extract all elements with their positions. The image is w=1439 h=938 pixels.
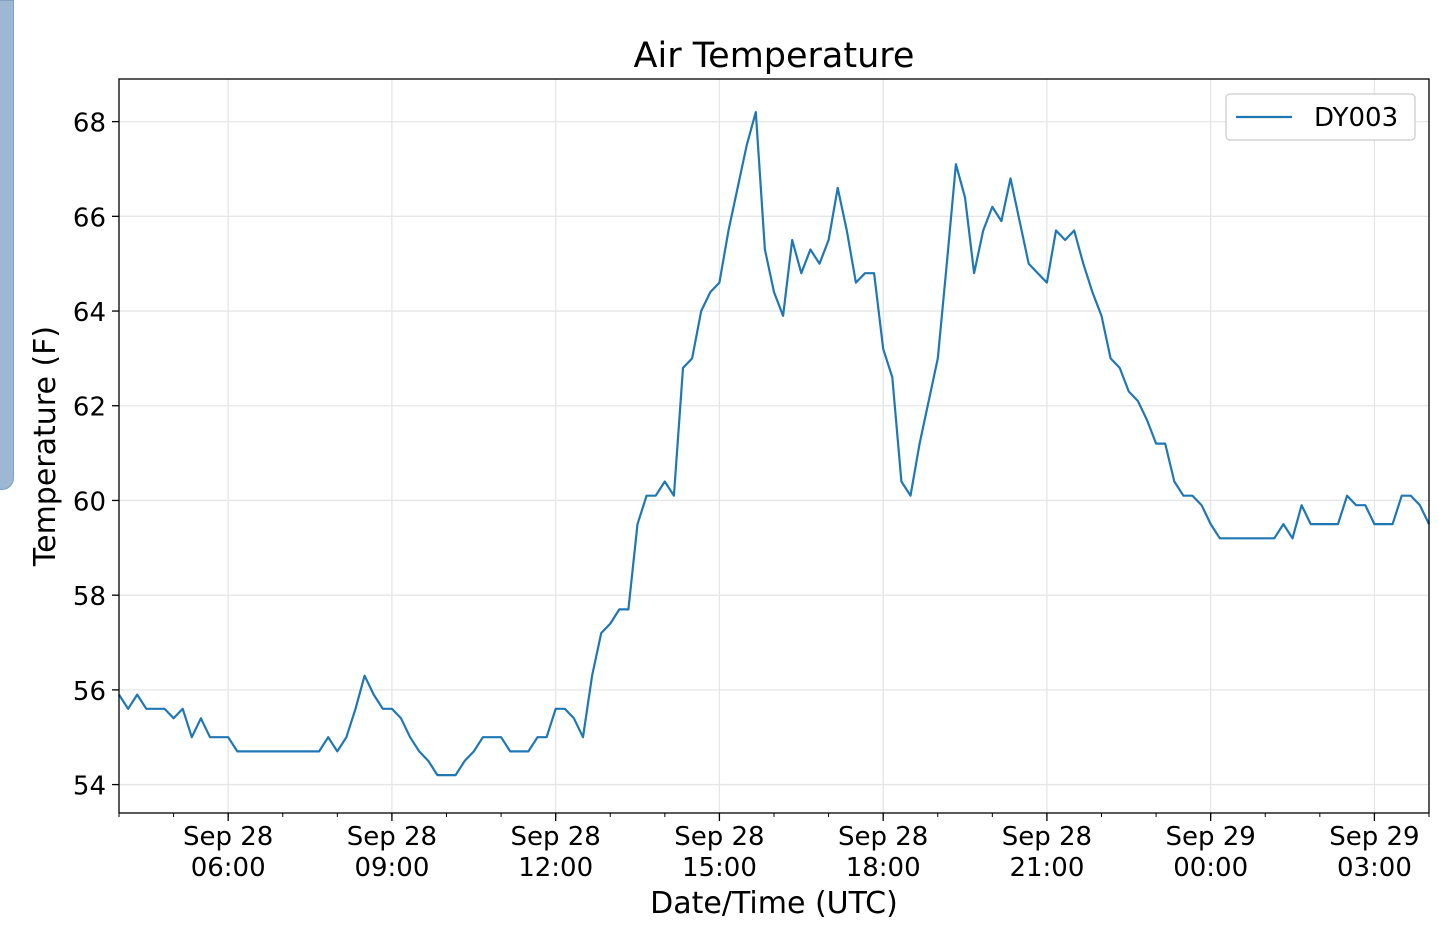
y-tick-label: 54 bbox=[73, 772, 106, 802]
legend-label-dy003: DY003 bbox=[1314, 103, 1398, 133]
x-tick-label-time: 09:00 bbox=[354, 853, 429, 883]
y-tick-label: 68 bbox=[73, 109, 106, 139]
x-tick-label-time: 18:00 bbox=[846, 853, 921, 883]
x-tick-label-date: Sep 29 bbox=[1165, 822, 1255, 852]
x-axis-label: Date/Time (UTC) bbox=[650, 886, 898, 921]
chart-title: Air Temperature bbox=[634, 36, 915, 76]
x-tick-label-time: 06:00 bbox=[191, 853, 266, 883]
x-tick-label-date: Sep 28 bbox=[510, 822, 600, 852]
x-tick-label-date: Sep 28 bbox=[183, 822, 273, 852]
x-tick-label-time: 15:00 bbox=[682, 853, 757, 883]
y-tick-label: 58 bbox=[73, 582, 106, 612]
x-tick-label-time: 12:00 bbox=[518, 853, 593, 883]
y-tick-label: 66 bbox=[73, 203, 106, 233]
legend-box bbox=[1225, 93, 1416, 141]
series-line-dy003 bbox=[118, 111, 1430, 777]
y-tick-label: 56 bbox=[73, 677, 106, 707]
y-axis-ticks: 54 56 58 60 62 64 66 68 bbox=[73, 109, 119, 802]
x-tick-label-date: Sep 29 bbox=[1329, 822, 1419, 852]
x-tick-label-date: Sep 28 bbox=[838, 822, 928, 852]
x-tick-label-time: 00:00 bbox=[1173, 853, 1248, 883]
x-tick-label-date: Sep 28 bbox=[347, 822, 437, 852]
x-tick-label-date: Sep 28 bbox=[1002, 822, 1092, 852]
plot-frame bbox=[118, 78, 1430, 814]
y-tick-label: 60 bbox=[73, 487, 106, 517]
x-tick-label-time: 21:00 bbox=[1009, 853, 1084, 883]
y-tick-label: 64 bbox=[73, 298, 106, 328]
x-tick-label-date: Sep 28 bbox=[674, 822, 764, 852]
grid-lines bbox=[119, 79, 1429, 813]
y-axis-label: Temperature (F) bbox=[28, 326, 63, 567]
x-tick-label-time: 03:00 bbox=[1337, 853, 1412, 883]
legend: DY003 bbox=[1225, 93, 1416, 141]
y-tick-label: 62 bbox=[73, 393, 106, 423]
